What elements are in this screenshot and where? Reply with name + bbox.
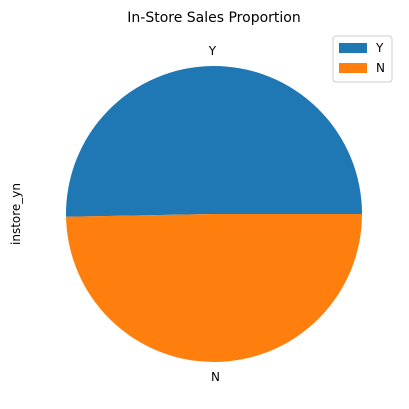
legend-swatch-y bbox=[339, 43, 367, 53]
legend-label-n: N bbox=[376, 61, 385, 75]
legend: YN bbox=[332, 35, 393, 83]
pie-slices bbox=[66, 66, 363, 363]
pie-slice-labels: YN bbox=[208, 44, 220, 384]
pie-slice-n bbox=[66, 214, 362, 363]
pie-slice-label-y: Y bbox=[208, 44, 217, 58]
legend-swatch-n bbox=[339, 63, 367, 73]
chart-title: In-Store Sales Proportion bbox=[127, 10, 300, 26]
pie-slice-y bbox=[66, 66, 363, 217]
pie-slice-label-n: N bbox=[211, 370, 220, 384]
legend-label-y: Y bbox=[375, 41, 384, 55]
y-axis-label: instore_yn bbox=[9, 183, 23, 245]
